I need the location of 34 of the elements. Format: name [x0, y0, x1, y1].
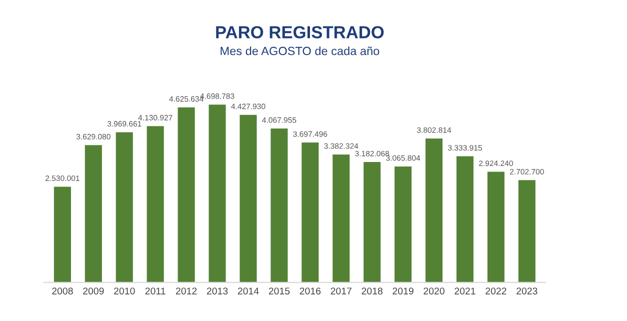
x-tick-label: 2023	[516, 288, 538, 294]
bar	[364, 162, 381, 282]
x-tick-label: 2010	[114, 288, 135, 294]
bar	[208, 104, 226, 282]
x-tick-label: 2014	[238, 288, 259, 294]
x-tick-label: 2017	[330, 288, 352, 294]
x-tick-label: 2022	[486, 288, 506, 294]
x-tick-label: 2019	[392, 288, 414, 294]
bar	[332, 154, 350, 282]
bar	[394, 166, 412, 282]
bar	[146, 126, 164, 282]
x-tick-label: 2018	[362, 288, 382, 294]
bar	[426, 138, 443, 282]
bar	[487, 172, 504, 282]
x-tick-label: 2020	[424, 288, 444, 294]
chart-title: PARO REGISTRADO	[216, 26, 384, 38]
x-tick-label: 2013	[206, 288, 228, 294]
x-tick-label: 2011	[145, 288, 166, 294]
x-tick-label: 2009	[83, 288, 104, 294]
x-tick-label: 2015	[268, 288, 290, 294]
x-tick-label: 2016	[300, 288, 321, 294]
bar	[518, 180, 536, 282]
bar	[270, 128, 288, 282]
bar	[240, 114, 257, 282]
bar	[178, 107, 195, 282]
bar	[54, 186, 71, 282]
x-tick-label: 2012	[176, 288, 197, 294]
bar	[456, 156, 474, 282]
bar	[116, 132, 133, 282]
bar	[302, 142, 319, 282]
bar	[84, 145, 102, 282]
x-tick-label: 2021	[454, 288, 476, 294]
chart-subtitle: Mes de AGOSTO de cada año	[220, 46, 380, 56]
x-tick-label: 2008	[52, 288, 73, 294]
